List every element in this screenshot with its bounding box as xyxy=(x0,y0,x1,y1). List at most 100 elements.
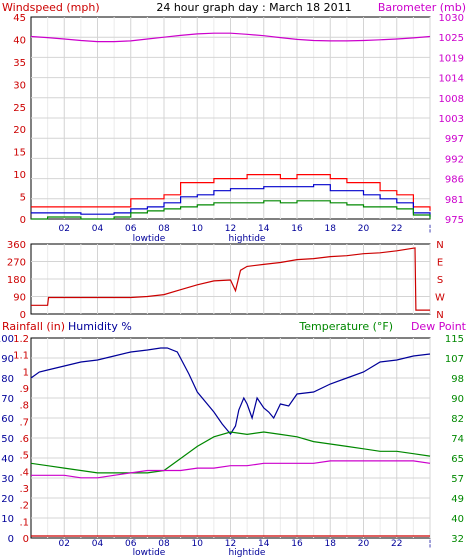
rainfall-tick-1: .1 xyxy=(19,517,29,528)
humidity-tick-labels: 0 10 20 30 40 50 60 70 80 90 100 xyxy=(0,334,14,545)
wind-line xyxy=(31,200,431,220)
humidity-tick-7: 70 xyxy=(1,394,14,405)
degrees-tick-2: 180 xyxy=(7,275,26,286)
barometer-tick-0: 975 xyxy=(445,215,464,226)
humidity-tick-0: 0 xyxy=(8,534,14,545)
rainfall-tick-3: .3 xyxy=(19,484,29,495)
humidity-tick-1: 10 xyxy=(1,514,14,525)
windspeed-tick-1: 5 xyxy=(20,193,26,204)
direction-line xyxy=(31,247,430,311)
wind-time-tick-4: 10 xyxy=(192,224,204,234)
barometer-tick-2: 986 xyxy=(445,175,464,186)
temperature-tick-6: 82 xyxy=(451,414,464,425)
wind-time-tick-10: 22 xyxy=(391,224,402,234)
windspeed-tick-8: 40 xyxy=(13,35,26,46)
rainfall-tick-7: .7 xyxy=(19,417,29,428)
windspeed-tick-9: 45 xyxy=(13,13,26,24)
temperature-axis-label: Temperature (°F) xyxy=(298,320,393,333)
rainfall-tick-labels: 0 .1 .2 .3 .4 .5 .6 .7 .8 .9 1 1.1 1.2 xyxy=(13,334,29,545)
temperature-tick-8: 98 xyxy=(451,374,464,385)
barometer-tick-9: 1025 xyxy=(439,33,464,44)
temperature-tick-10: 115 xyxy=(445,334,464,345)
windspeed-tick-4: 20 xyxy=(13,125,26,136)
wind-time-tick-11: ¦ xyxy=(428,224,431,234)
average-line xyxy=(31,184,431,217)
wind-barometer-series xyxy=(30,32,431,220)
climate-time-tick-6: 14 xyxy=(258,539,270,549)
climate-time-tick-2: 06 xyxy=(125,539,137,549)
degrees-tick-4: 360 xyxy=(7,240,26,251)
wind-direction-series xyxy=(31,247,430,311)
rain-humidity-temperature-chart: Rainfall (in) Humidity % Temperature (°F… xyxy=(0,320,467,558)
humidity-line xyxy=(30,347,431,436)
climate-gridlines xyxy=(31,338,431,538)
barometer-tick-3: 992 xyxy=(445,154,464,165)
rainfall-tick-6: .6 xyxy=(19,434,29,445)
rainfall-tick-12: 1.2 xyxy=(13,334,29,345)
barometer-tick-8: 1019 xyxy=(439,53,464,64)
rainfall-tick-2: .2 xyxy=(19,501,29,512)
lowtide-label: lowtide xyxy=(133,234,166,244)
windspeed-tick-labels: 0 5 10 15 20 25 30 35 40 45 xyxy=(13,13,26,226)
barometer-tick-10: 1030 xyxy=(439,13,464,24)
humidity-tick-10: 100 xyxy=(0,334,14,345)
dewpoint-axis-label: Dew Point xyxy=(411,320,467,333)
humidity-axis-label: Humidity % xyxy=(68,320,132,333)
barometer-tick-4: 997 xyxy=(445,134,464,145)
wind-time-tick-2: 06 xyxy=(125,224,137,234)
climate-series xyxy=(30,347,431,537)
climate-time-tick-3: 08 xyxy=(158,539,170,549)
temperature-tick-2: 49 xyxy=(451,494,464,505)
wind-time-tick-labels: 02 04 06 08 10 12 14 16 18 20 22 ¦ xyxy=(59,224,432,234)
barometer-tick-5: 1003 xyxy=(439,114,464,125)
humidity-tick-3: 30 xyxy=(1,474,14,485)
compass-tick-0: N xyxy=(436,310,443,321)
climate-time-tick-10: 22 xyxy=(391,539,402,549)
barometer-tick-6: 1008 xyxy=(439,94,464,105)
windspeed-tick-5: 25 xyxy=(13,103,26,114)
temperature-tick-1: 40 xyxy=(451,514,464,525)
chart-title: 24 hour graph day : March 18 2011 xyxy=(156,1,351,14)
compass-tick-4: N xyxy=(436,240,443,251)
rainfall-tick-0: 0 xyxy=(23,534,29,545)
wind-barometer-chart: Windspeed (mph) 24 hour graph day : Marc… xyxy=(2,1,466,244)
barometer-tick-labels: 975 981 986 992 997 1003 1008 1014 1019 1025 1030 xyxy=(439,13,464,226)
climate-time-tick-11: ¦ xyxy=(428,539,431,549)
rainfall-tick-11: 1.1 xyxy=(13,351,29,362)
barometer-line xyxy=(30,32,431,43)
temperature-line xyxy=(30,431,431,474)
rainfall-tick-9: .9 xyxy=(19,384,29,395)
windspeed-tick-2: 10 xyxy=(13,170,26,181)
climate-time-tick-7: 16 xyxy=(291,539,303,549)
degrees-tick-labels: 0 90 180 270 360 xyxy=(7,240,26,321)
compass-tick-3: E xyxy=(437,258,443,269)
wind-time-tick-0: 02 xyxy=(59,224,70,234)
wind-time-tick-5: 12 xyxy=(225,224,236,234)
temperature-tick-7: 90 xyxy=(451,394,464,405)
humidity-tick-2: 20 xyxy=(1,494,14,505)
lowtide-label-bottom: lowtide xyxy=(133,548,166,558)
barometer-tick-1: 981 xyxy=(445,195,464,206)
rainfall-tick-8: .8 xyxy=(19,401,29,412)
wind-time-tick-9: 20 xyxy=(358,224,370,234)
wind-time-tick-8: 18 xyxy=(325,224,337,234)
humidity-tick-9: 90 xyxy=(1,354,14,365)
climate-time-tick-5: 12 xyxy=(225,539,236,549)
wind-time-tick-3: 08 xyxy=(158,224,170,234)
degrees-tick-3: 270 xyxy=(7,258,26,269)
rainfall-axis-label: Rainfall (in) xyxy=(2,320,65,333)
windspeed-tick-7: 35 xyxy=(13,58,26,69)
gust-line xyxy=(31,174,431,211)
windspeed-tick-0: 0 xyxy=(20,215,26,226)
temperature-tick-3: 57 xyxy=(451,474,464,485)
humidity-tick-8: 80 xyxy=(1,374,14,385)
climate-time-tick-4: 10 xyxy=(192,539,204,549)
wind-direction-gridlines xyxy=(31,244,431,314)
wind-barometer-gridlines xyxy=(31,17,431,219)
windspeed-axis-label: Windspeed (mph) xyxy=(2,1,100,14)
humidity-tick-4: 40 xyxy=(1,454,14,465)
humidity-tick-6: 60 xyxy=(1,414,14,425)
